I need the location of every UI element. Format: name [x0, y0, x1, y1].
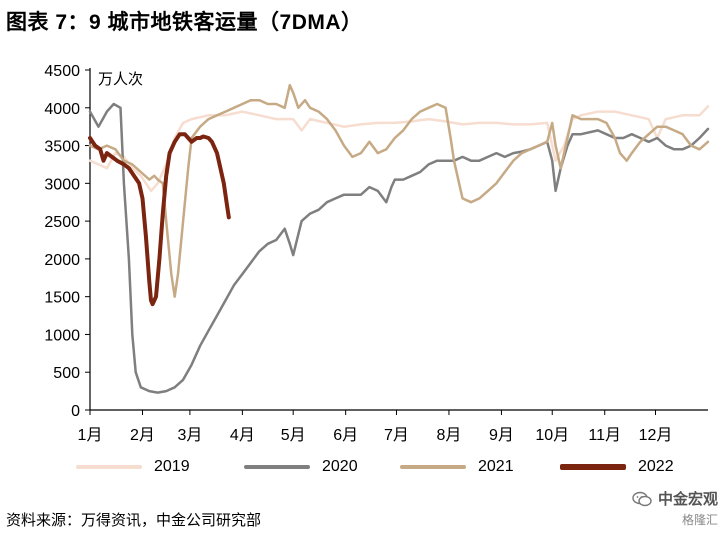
- watermark-line1: 中金宏观: [632, 488, 718, 509]
- x-tick-label: 8月: [436, 427, 461, 444]
- watermark: 中金宏观 格隆汇: [632, 488, 718, 528]
- x-tick-label: 6月: [333, 427, 358, 444]
- series-line-2021: [88, 83, 710, 298]
- legend-label-2022: 2022: [638, 458, 674, 475]
- legend-item-2019: 2019: [76, 458, 190, 476]
- wechat-icon: [632, 491, 652, 506]
- x-tick-label: 4月: [230, 427, 255, 444]
- legend-swatch-2022: [560, 464, 626, 470]
- y-axis-unit-label: 万人次: [98, 71, 144, 88]
- series-line-2022: [88, 132, 231, 307]
- legend-swatch-2019: [76, 465, 142, 469]
- x-tick-label: 7月: [384, 427, 409, 444]
- y-tick-label: 1000: [44, 327, 80, 344]
- y-tick-label: 2500: [44, 214, 80, 231]
- y-tick-label: 500: [53, 365, 80, 382]
- legend-item-2020: 2020: [244, 458, 358, 476]
- legend-swatch-2020: [244, 465, 310, 469]
- x-tick-label: 1月: [78, 427, 103, 444]
- legend-item-2022: 2022: [560, 458, 674, 476]
- y-tick-label: 3500: [44, 139, 80, 156]
- y-tick-label: 4000: [44, 101, 80, 118]
- x-tick-label: 9月: [489, 427, 514, 444]
- x-tick-label: 11月: [588, 427, 621, 444]
- chart-legend: 2019 2020 2021 2022: [0, 458, 728, 488]
- y-tick-label: 3000: [44, 176, 80, 193]
- x-tick-label: 2月: [130, 427, 155, 444]
- legend-label-2019: 2019: [154, 458, 190, 475]
- x-tick-label: 10月: [535, 427, 569, 444]
- chart-title: 图表 7：9 城市地铁客运量（7DMA）: [6, 11, 363, 34]
- source-note: 资料来源：万得资讯，中金公司研究部: [6, 512, 262, 529]
- legend-label-2020: 2020: [322, 458, 358, 475]
- watermark-sub: 格隆汇: [681, 513, 718, 527]
- legend-swatch-2021: [400, 465, 466, 469]
- series-line-2020: [88, 102, 710, 394]
- watermark-brand: 中金宏观: [657, 491, 718, 508]
- y-tick-label: 2000: [44, 252, 80, 269]
- line-chart: 0 500 1000 1500 2000 2500 3000 3500 4000 4500 1月 2月…: [44, 63, 710, 444]
- legend-label-2021: 2021: [478, 458, 514, 475]
- legend-item-2021: 2021: [400, 458, 514, 476]
- y-tick-label: 4500: [44, 63, 80, 80]
- x-tick-label: 12月: [639, 427, 673, 444]
- x-tick-label: 3月: [177, 427, 202, 444]
- y-tick-label: 1500: [44, 290, 80, 307]
- series-line-2019: [88, 105, 710, 193]
- y-tick-label: 0: [71, 403, 80, 420]
- x-tick-label: 5月: [281, 427, 306, 444]
